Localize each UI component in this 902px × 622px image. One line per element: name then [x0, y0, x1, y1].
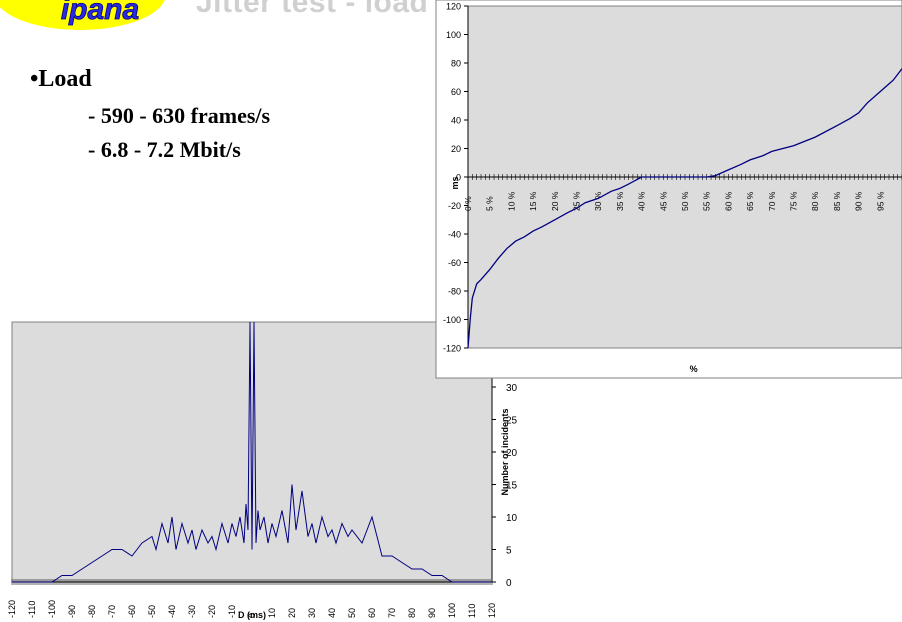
- x-tick-label: 5 %: [485, 196, 495, 211]
- x-tick-label: -50: [147, 605, 157, 618]
- x-tick-label: 40: [327, 608, 337, 618]
- x-tick-label: 65 %: [745, 191, 755, 211]
- y-tick-label: 20: [506, 448, 518, 459]
- x-tick-label: -110: [27, 601, 37, 618]
- x-tick-label: 35 %: [615, 191, 625, 211]
- y-tick-label: 20: [451, 144, 461, 154]
- y-tick-label: 15: [506, 481, 518, 492]
- logo-ellipse: [0, 0, 165, 30]
- x-tick-label: 70 %: [767, 191, 777, 211]
- x-tick-label: 100: [447, 603, 457, 618]
- x-tick-label: 0 %: [463, 196, 473, 211]
- x-tick-label: -20: [207, 605, 217, 618]
- x-tick-label: -120: [7, 600, 17, 618]
- sub-bullet-frames: - 590 - 630 frames/s: [88, 103, 271, 128]
- x-tick-label: -60: [127, 605, 137, 618]
- x-tick-label: 20 %: [550, 191, 560, 211]
- x-tick-label: -80: [87, 605, 97, 618]
- x-tick-label: 95 %: [875, 191, 885, 211]
- x-tick-label: -10: [227, 605, 237, 618]
- logo-text: ipana: [61, 0, 139, 26]
- y-axis-label: ms: [450, 176, 460, 189]
- x-tick-label: 20: [287, 608, 297, 618]
- x-tick-label: 90 %: [854, 191, 864, 211]
- y-tick-label: 80: [451, 59, 461, 69]
- x-tick-label: 30 %: [593, 191, 603, 211]
- x-axis-label: %: [690, 364, 698, 374]
- y-tick-label: 10: [506, 513, 518, 524]
- bullet-load: •Load: [30, 66, 92, 92]
- x-tick-label: 45 %: [658, 191, 668, 211]
- x-tick-label: -100: [47, 600, 57, 618]
- x-tick-label: 25 %: [572, 191, 582, 211]
- y-tick-label: -80: [448, 287, 461, 297]
- x-tick-label: 40 %: [637, 191, 647, 211]
- y-tick-label: -60: [448, 258, 461, 268]
- y-tick-label: 60: [451, 87, 461, 97]
- x-tick-label: 15 %: [528, 191, 538, 211]
- x-tick-label: 10: [267, 608, 277, 618]
- y-tick-label: 0: [506, 578, 512, 589]
- series-line: [467, 68, 902, 349]
- x-tick-label: 60 %: [723, 191, 733, 211]
- y-tick-label: 5: [506, 546, 512, 557]
- x-tick-label: 80: [407, 608, 417, 618]
- x-tick-label: 80 %: [810, 191, 820, 211]
- y-tick-label: 30: [506, 383, 518, 394]
- x-tick-label: 50 %: [680, 191, 690, 211]
- x-tick-label: 0: [247, 613, 257, 618]
- x-tick-label: 75 %: [789, 191, 799, 211]
- y-axis-label: Number of incidents: [500, 408, 510, 495]
- y-tick-label: 100: [446, 30, 461, 40]
- x-tick-label: 50: [347, 608, 357, 618]
- x-axis-label: D (ms): [238, 610, 266, 620]
- x-tick-label: 10 %: [506, 191, 516, 211]
- x-tick-label: 90: [427, 608, 437, 618]
- y-tick-label: 0: [456, 173, 461, 183]
- x-tick-label: -40: [167, 605, 177, 618]
- y-tick-label: -100: [443, 315, 461, 325]
- x-tick-label: 85 %: [832, 191, 842, 211]
- x-tick-label: 60: [367, 608, 377, 618]
- delay-distribution-chart: -120 -110 -100 -90 -80 -70 -60 -50 -40 -30 -20 -10 0…: [7, 318, 518, 620]
- x-tick-label: -30: [187, 605, 197, 618]
- x-tick-label: 70: [387, 608, 397, 618]
- y-tick-label: 25: [506, 416, 518, 427]
- sub-bullet-bitrate: - 6.8 - 7.2 Mbit/s: [88, 137, 241, 162]
- x-tick-label: 55 %: [702, 191, 712, 211]
- y-tick-label: 120: [446, 2, 461, 12]
- y-tick-label: 40: [451, 116, 461, 126]
- series-line: [12, 321, 492, 583]
- percentile-chart: -120 -100 -80 -60 -40 -20 0 20 40 60 80 100 120 ms0 %…: [435, 0, 902, 379]
- logo: ipana: [0, 0, 165, 30]
- bullet-list: •Load - 590 - 630 frames/s - 6.8 - 7.2 M…: [30, 66, 270, 171]
- x-tick-label: -90: [67, 605, 77, 618]
- y-tick-label: -40: [448, 230, 461, 240]
- x-tick-label: -70: [107, 605, 117, 618]
- x-tick-label: 120: [487, 603, 497, 618]
- y-tick-label: -120: [443, 344, 461, 354]
- x-tick-label: 30: [307, 608, 317, 618]
- y-tick-label: -20: [448, 201, 461, 211]
- x-tick-label: 110: [467, 604, 477, 618]
